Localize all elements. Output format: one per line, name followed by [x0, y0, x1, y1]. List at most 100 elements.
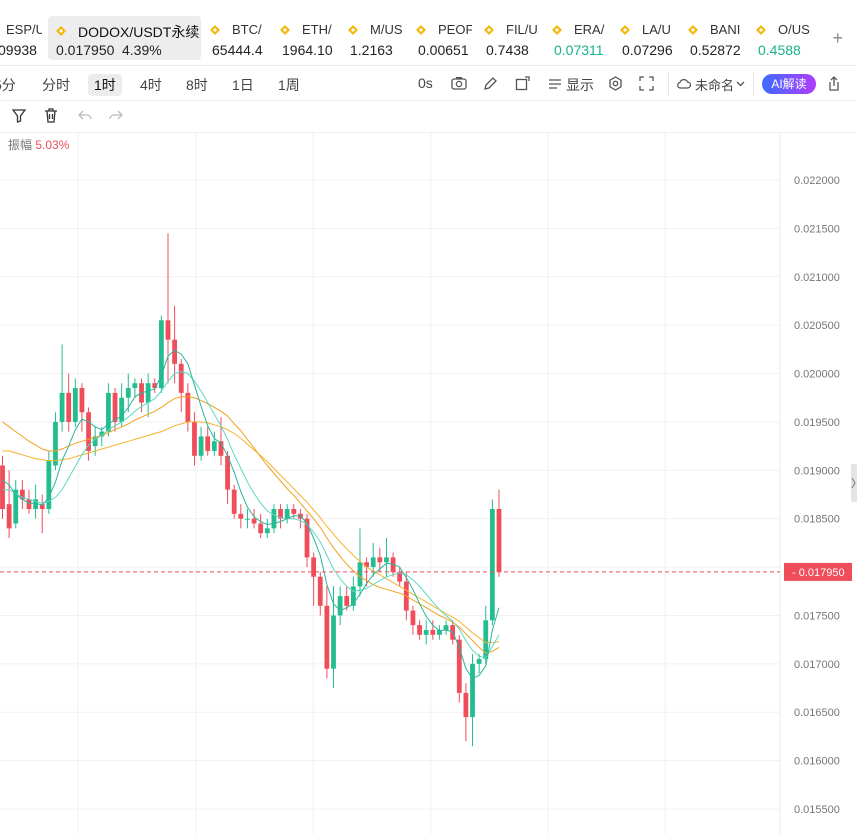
y-tick-label: 0.020500: [794, 320, 840, 332]
tab-symbol: LA/U: [642, 22, 671, 37]
market-tab-9[interactable]: BANI 0.52872: [688, 16, 744, 60]
tab-price: 0.00651: [418, 42, 469, 58]
market-tab-6[interactable]: FIL/U 0.7438: [484, 16, 540, 60]
countdown-label: 0s: [418, 75, 433, 91]
display-button[interactable]: 显示: [566, 77, 594, 93]
new-window-icon[interactable]: [515, 76, 530, 91]
market-tab-3[interactable]: ETH/1964.10: [280, 16, 336, 60]
ma-line-mid: [2, 371, 500, 659]
candle: [251, 509, 257, 529]
timeframe-3[interactable]: 4时: [140, 77, 162, 93]
candle: [119, 383, 125, 427]
fullscreen-icon[interactable]: [639, 76, 654, 91]
tab-symbol: BTC/: [232, 22, 262, 37]
camera-icon[interactable]: [451, 76, 467, 90]
candle: [172, 305, 178, 384]
market-tab-10[interactable]: O/US 0.4588: [756, 16, 812, 60]
market-tab-7[interactable]: ERA/0.07311: [552, 16, 608, 60]
tab-price: 65444.4: [212, 42, 263, 58]
add-tab-icon[interactable]: +: [832, 28, 843, 48]
coin-icon: [348, 25, 358, 35]
chevron-right-icon[interactable]: [851, 477, 856, 489]
candle: [19, 479, 25, 510]
candle: [430, 620, 436, 640]
y-tick-label: 0.016500: [794, 707, 840, 719]
tab-symbol: O/US: [778, 22, 810, 37]
tab-price: 0.7438: [486, 42, 529, 58]
tab-price: 1.2163: [350, 42, 393, 58]
candle: [443, 620, 449, 635]
timeframe-4[interactable]: 8时: [186, 77, 208, 93]
coin-icon: [416, 25, 426, 35]
undo-icon[interactable]: [78, 110, 92, 121]
filter-icon[interactable]: [12, 109, 26, 123]
y-tick-label: 0.015500: [794, 804, 840, 816]
candle: [178, 359, 184, 413]
timeframe-1[interactable]: 分时: [42, 77, 70, 93]
trash-icon[interactable]: [44, 108, 58, 123]
amplitude-label: 振幅: [8, 138, 33, 152]
timeframe-5[interactable]: 1日: [232, 77, 254, 93]
candle: [231, 484, 237, 519]
candle: [437, 625, 442, 640]
candle: [86, 407, 91, 461]
candle: [0, 455, 5, 519]
candle: [264, 518, 270, 539]
chevron-down-icon[interactable]: [736, 81, 745, 87]
candle: [350, 576, 356, 611]
candle: [304, 513, 310, 568]
panel-collapse-handle[interactable]: [851, 464, 857, 502]
candle: [271, 504, 277, 534]
y-tick-label: 0.019000: [794, 465, 840, 477]
candle: [79, 383, 85, 432]
candle: [225, 450, 230, 505]
settings-icon[interactable]: [608, 76, 623, 91]
ma-line-slow-2: [2, 421, 500, 644]
candle: [456, 634, 462, 703]
candle: [417, 620, 422, 640]
coin-icon: [56, 26, 66, 36]
timeframe-2[interactable]: 1时: [88, 74, 122, 96]
candle: [311, 552, 317, 606]
layout-name-dropdown[interactable]: 未命名: [695, 78, 735, 93]
candle: [72, 378, 78, 427]
timeframe-6[interactable]: 1周: [278, 77, 300, 93]
y-tick-label: 0.022000: [794, 175, 840, 187]
candle: [463, 683, 469, 742]
ai-analysis-button[interactable]: AI解读: [762, 74, 816, 94]
tab-price: 09938: [0, 42, 37, 58]
ma-line-slow-1: [2, 396, 500, 654]
candle: [384, 538, 389, 577]
candle: [198, 426, 204, 461]
market-tab-8[interactable]: LA/U 0.07296: [620, 16, 676, 60]
timeframe-0[interactable]: 5分: [0, 77, 16, 93]
market-tab-0[interactable]: ESP/U 09938: [0, 16, 42, 60]
candle: [26, 489, 32, 514]
toolbar-divider: [668, 72, 669, 96]
drawing-toolbar: [0, 100, 857, 133]
redo-icon[interactable]: [109, 110, 123, 121]
candle: [470, 654, 475, 747]
market-tab-4[interactable]: M/US 1.2163: [348, 16, 404, 60]
market-tab-1[interactable]: DODOX/USDT永续 0.017950 4.39%: [48, 16, 201, 60]
candle: [106, 383, 111, 437]
candle: [397, 567, 403, 587]
toolbar-divider: [753, 72, 754, 96]
candle: [410, 605, 416, 635]
candle: [13, 479, 19, 529]
market-tab-5[interactable]: PEOF 0.00651: [416, 16, 472, 60]
candle: [344, 586, 350, 611]
candle: [218, 417, 224, 466]
candle: [211, 431, 217, 456]
share-icon[interactable]: [827, 76, 841, 92]
candlestick-chart[interactable]: 0.022000 0.021500 0.021000 0.020500 0.020000…: [0, 132, 857, 834]
cloud-icon[interactable]: [676, 78, 691, 89]
market-tab-2[interactable]: BTC/65444.4: [210, 16, 266, 60]
pencil-icon[interactable]: [483, 76, 498, 91]
coin-icon: [280, 25, 290, 35]
tab-symbol: M/US: [370, 22, 403, 37]
candle: [476, 654, 482, 674]
y-tick-label: 0.017000: [794, 659, 840, 671]
list-icon[interactable]: [548, 78, 562, 90]
candle: [496, 489, 502, 577]
